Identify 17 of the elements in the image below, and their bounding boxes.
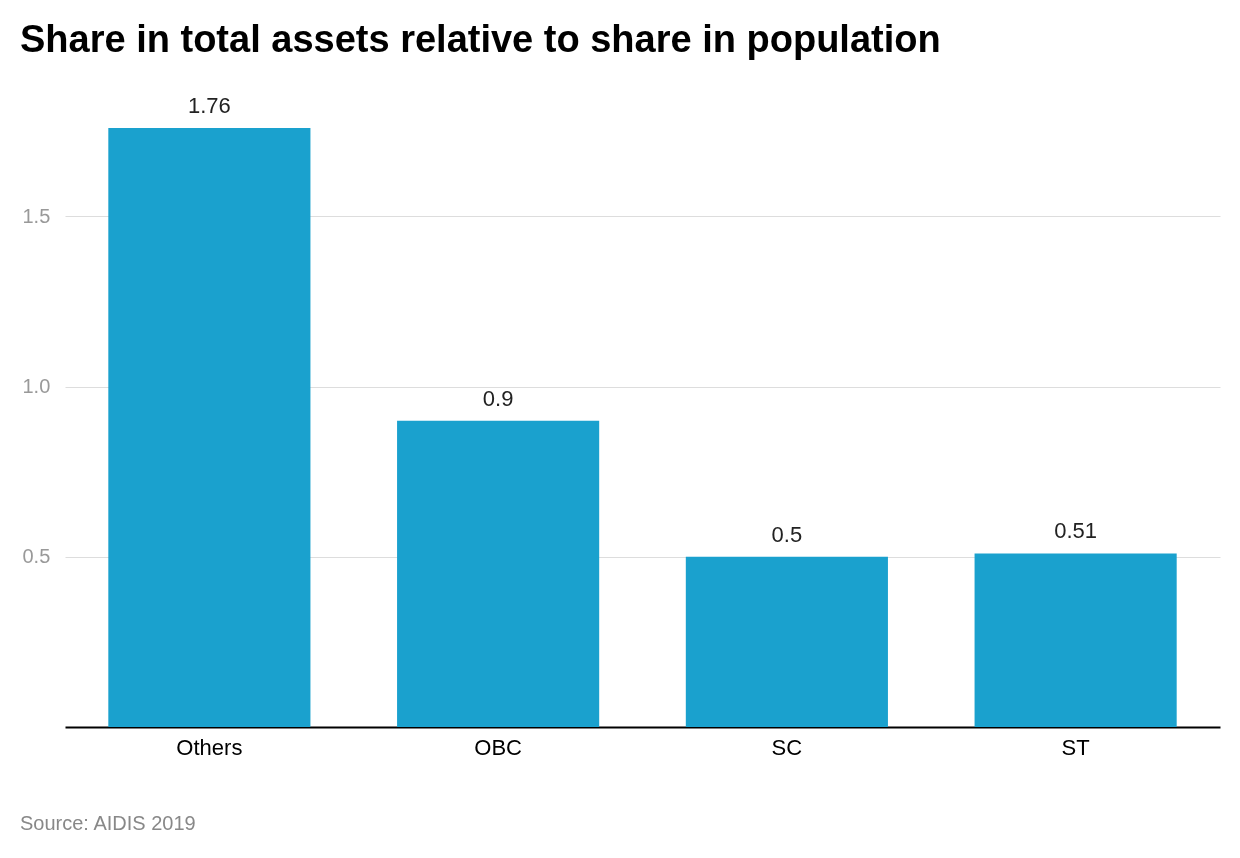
- y-tick-label: 1.0: [22, 375, 51, 398]
- chart-title: Share in total assets relative to share in population: [20, 18, 941, 60]
- data-label: 0.5: [771, 521, 803, 547]
- bar: [108, 128, 311, 727]
- y-tick-label: 1.5: [22, 204, 51, 227]
- bar: [974, 553, 1177, 727]
- bar: [397, 420, 600, 727]
- x-tick-label: Others: [176, 734, 243, 760]
- y-tick-label: 0.5: [22, 545, 51, 568]
- bar: [685, 556, 888, 727]
- data-label: 1.76: [187, 93, 231, 118]
- source-note: Source: AIDIS 2019: [20, 812, 196, 835]
- x-tick-label: ST: [1061, 734, 1090, 760]
- data-label: 0.51: [1054, 518, 1098, 544]
- x-tick-label: OBC: [474, 734, 523, 760]
- data-label: 0.9: [482, 385, 514, 411]
- x-tick-label: SC: [771, 734, 803, 760]
